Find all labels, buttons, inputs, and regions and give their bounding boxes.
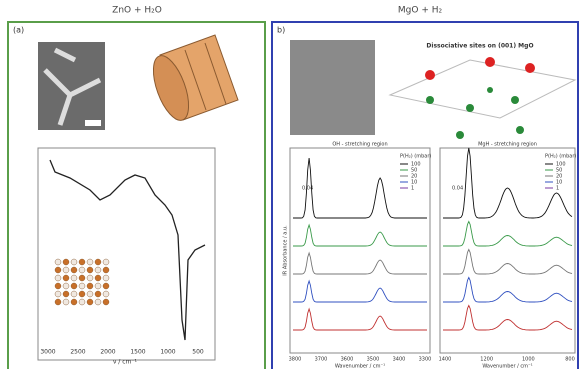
atom [103, 291, 109, 297]
atom [95, 275, 101, 281]
x-axis-label: Wavenumber / cm⁻¹ [482, 364, 532, 369]
x-tick-label: 3800 [289, 357, 302, 363]
atom [87, 299, 93, 305]
header-left: ZnO + H₂O [112, 6, 162, 16]
atom [71, 283, 77, 289]
atom [95, 291, 101, 297]
atom [79, 259, 85, 265]
atom [79, 291, 85, 297]
x-tick-label: 1000 [522, 357, 535, 363]
sem-image [290, 40, 375, 135]
atom [87, 283, 93, 289]
legend-title: P(H₂) (mbar) [545, 154, 576, 160]
x-tick-label: 3300 [419, 357, 432, 363]
atom [79, 267, 85, 273]
atom [55, 275, 61, 281]
atom [103, 299, 109, 305]
y-axis-label: IR Absorbance / a.u. [283, 225, 289, 276]
x-tick-label: 3500 [367, 357, 380, 363]
header-right: MgO + H₂ [398, 6, 443, 16]
atom [71, 267, 77, 273]
atom [63, 267, 69, 273]
x-axis-label: ν / cm⁻¹ [113, 359, 137, 366]
atom [55, 283, 61, 289]
plot-title: MgH - stretching region [478, 142, 537, 148]
atom [95, 299, 101, 305]
atom [87, 291, 93, 297]
x-tick-label: 3000 [40, 349, 55, 356]
x-tick-label: 2500 [70, 349, 85, 356]
atom [103, 275, 109, 281]
x-tick-label: 500 [192, 349, 204, 356]
scale-label: 0.04 [452, 186, 463, 192]
atom [95, 283, 101, 289]
atom [63, 275, 69, 281]
atom [63, 283, 69, 289]
atom [71, 259, 77, 265]
legend-entry: 1 [556, 186, 559, 192]
atom [71, 299, 77, 305]
atom [79, 275, 85, 281]
x-tick-label: 3400 [393, 357, 406, 363]
atom [87, 267, 93, 273]
x-tick-label: 800 [565, 357, 575, 363]
x-tick-label: 1000 [160, 349, 175, 356]
atom [103, 267, 109, 273]
atom [103, 283, 109, 289]
panel-a-label: (a) [13, 26, 24, 35]
x-tick-label: 3600 [341, 357, 354, 363]
atom [71, 275, 77, 281]
atom [71, 291, 77, 297]
x-axis-label: Wavenumber / cm⁻¹ [335, 364, 385, 369]
atom [55, 267, 61, 273]
plot-title: OH - stretching region [332, 142, 387, 148]
x-tick-label: 2000 [100, 349, 115, 356]
scale-bar [85, 120, 101, 126]
atom [79, 283, 85, 289]
atom [103, 259, 109, 265]
x-tick-label: 3700 [315, 357, 328, 363]
atom [87, 275, 93, 281]
panel-b-label: b) [277, 26, 285, 35]
legend-entry: 1 [411, 186, 414, 192]
atom [95, 267, 101, 273]
atom [87, 259, 93, 265]
atom [55, 299, 61, 305]
schematic-title: Dissociative sites on (001) MgO [426, 43, 533, 50]
atom [63, 291, 69, 297]
atom [95, 259, 101, 265]
atom [63, 299, 69, 305]
legend-title: P(H₂) (mbar) [400, 154, 431, 160]
x-tick-label: 1200 [480, 357, 493, 363]
x-tick-label: 1500 [130, 349, 145, 356]
figure: ZnO + H₂O MgO + H₂ (a) b) Dissociative s… [0, 0, 579, 369]
sem-image [38, 42, 105, 130]
atom [55, 259, 61, 265]
atom [79, 299, 85, 305]
atom [63, 259, 69, 265]
x-tick-label: 1400 [439, 357, 452, 363]
atom [55, 291, 61, 297]
